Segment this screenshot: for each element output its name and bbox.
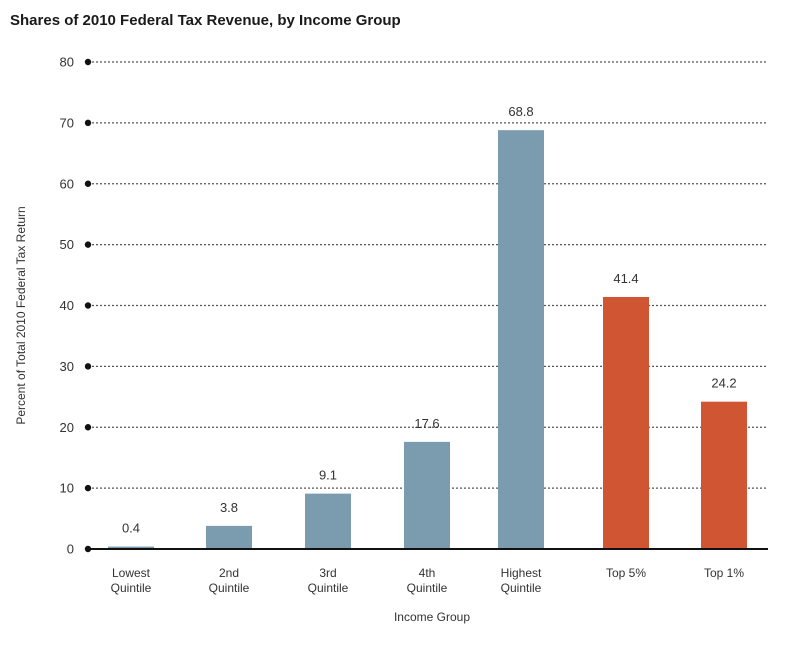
data-label: 0.4 — [122, 521, 140, 536]
y-tick-label: 80 — [60, 55, 74, 70]
y-tick-label: 30 — [60, 359, 74, 374]
y-axis-ticks: 0 10 20 30 40 50 60 70 80 — [60, 55, 92, 557]
y-tick-dot — [84, 302, 92, 309]
category-label: 3rd — [319, 566, 336, 580]
bar — [206, 525, 252, 549]
data-label: 9.1 — [319, 468, 337, 483]
bar — [498, 130, 544, 549]
category-label: 2nd — [219, 566, 239, 580]
bars — [108, 130, 747, 549]
data-label: 3.8 — [220, 500, 238, 515]
y-tick-dot — [84, 241, 92, 248]
data-label: 68.8 — [508, 104, 533, 119]
data-label: 41.4 — [613, 271, 638, 286]
data-label: 17.6 — [414, 416, 439, 431]
category-label: Quintile — [111, 581, 152, 595]
bar — [305, 493, 351, 549]
category-label: Quintile — [501, 581, 542, 595]
y-tick-label: 60 — [60, 176, 74, 191]
y-axis-title: Percent of Total 2010 Federal Tax Return — [14, 206, 28, 424]
bar — [404, 441, 450, 549]
bar — [603, 296, 649, 549]
y-tick-dot — [84, 58, 92, 66]
category-label: Highest — [501, 566, 542, 580]
category-label: Quintile — [209, 581, 250, 595]
y-tick-label: 40 — [60, 298, 74, 313]
category-label: Quintile — [308, 581, 349, 595]
y-tick-dot — [84, 363, 92, 370]
y-tick-dot — [84, 424, 92, 431]
bar — [108, 546, 154, 549]
y-tick-label: 10 — [60, 481, 74, 496]
chart-title: Shares of 2010 Federal Tax Revenue, by I… — [10, 12, 401, 29]
y-tick-label: 70 — [60, 115, 74, 130]
category-label: Top 5% — [606, 566, 646, 580]
y-tick-label: 20 — [60, 420, 74, 435]
x-axis-title: Income Group — [394, 610, 470, 624]
category-label: Quintile — [407, 581, 448, 595]
y-tick-dot — [84, 484, 92, 492]
bar — [701, 401, 747, 549]
y-tick-dot — [84, 119, 92, 127]
y-tick-label: 0 — [67, 542, 74, 557]
category-label: 4th — [419, 566, 436, 580]
y-tick-label: 50 — [60, 237, 74, 252]
category-label: Top 1% — [704, 566, 744, 580]
data-labels: 0.4 3.8 9.1 17.6 68.8 41.4 24.2 — [122, 104, 737, 535]
category-label: Lowest — [112, 566, 151, 580]
data-label: 24.2 — [711, 376, 736, 391]
category-labels: LowestQuintile2ndQuintile3rdQuintile4thQ… — [111, 566, 745, 595]
y-tick-dot — [84, 180, 92, 187]
